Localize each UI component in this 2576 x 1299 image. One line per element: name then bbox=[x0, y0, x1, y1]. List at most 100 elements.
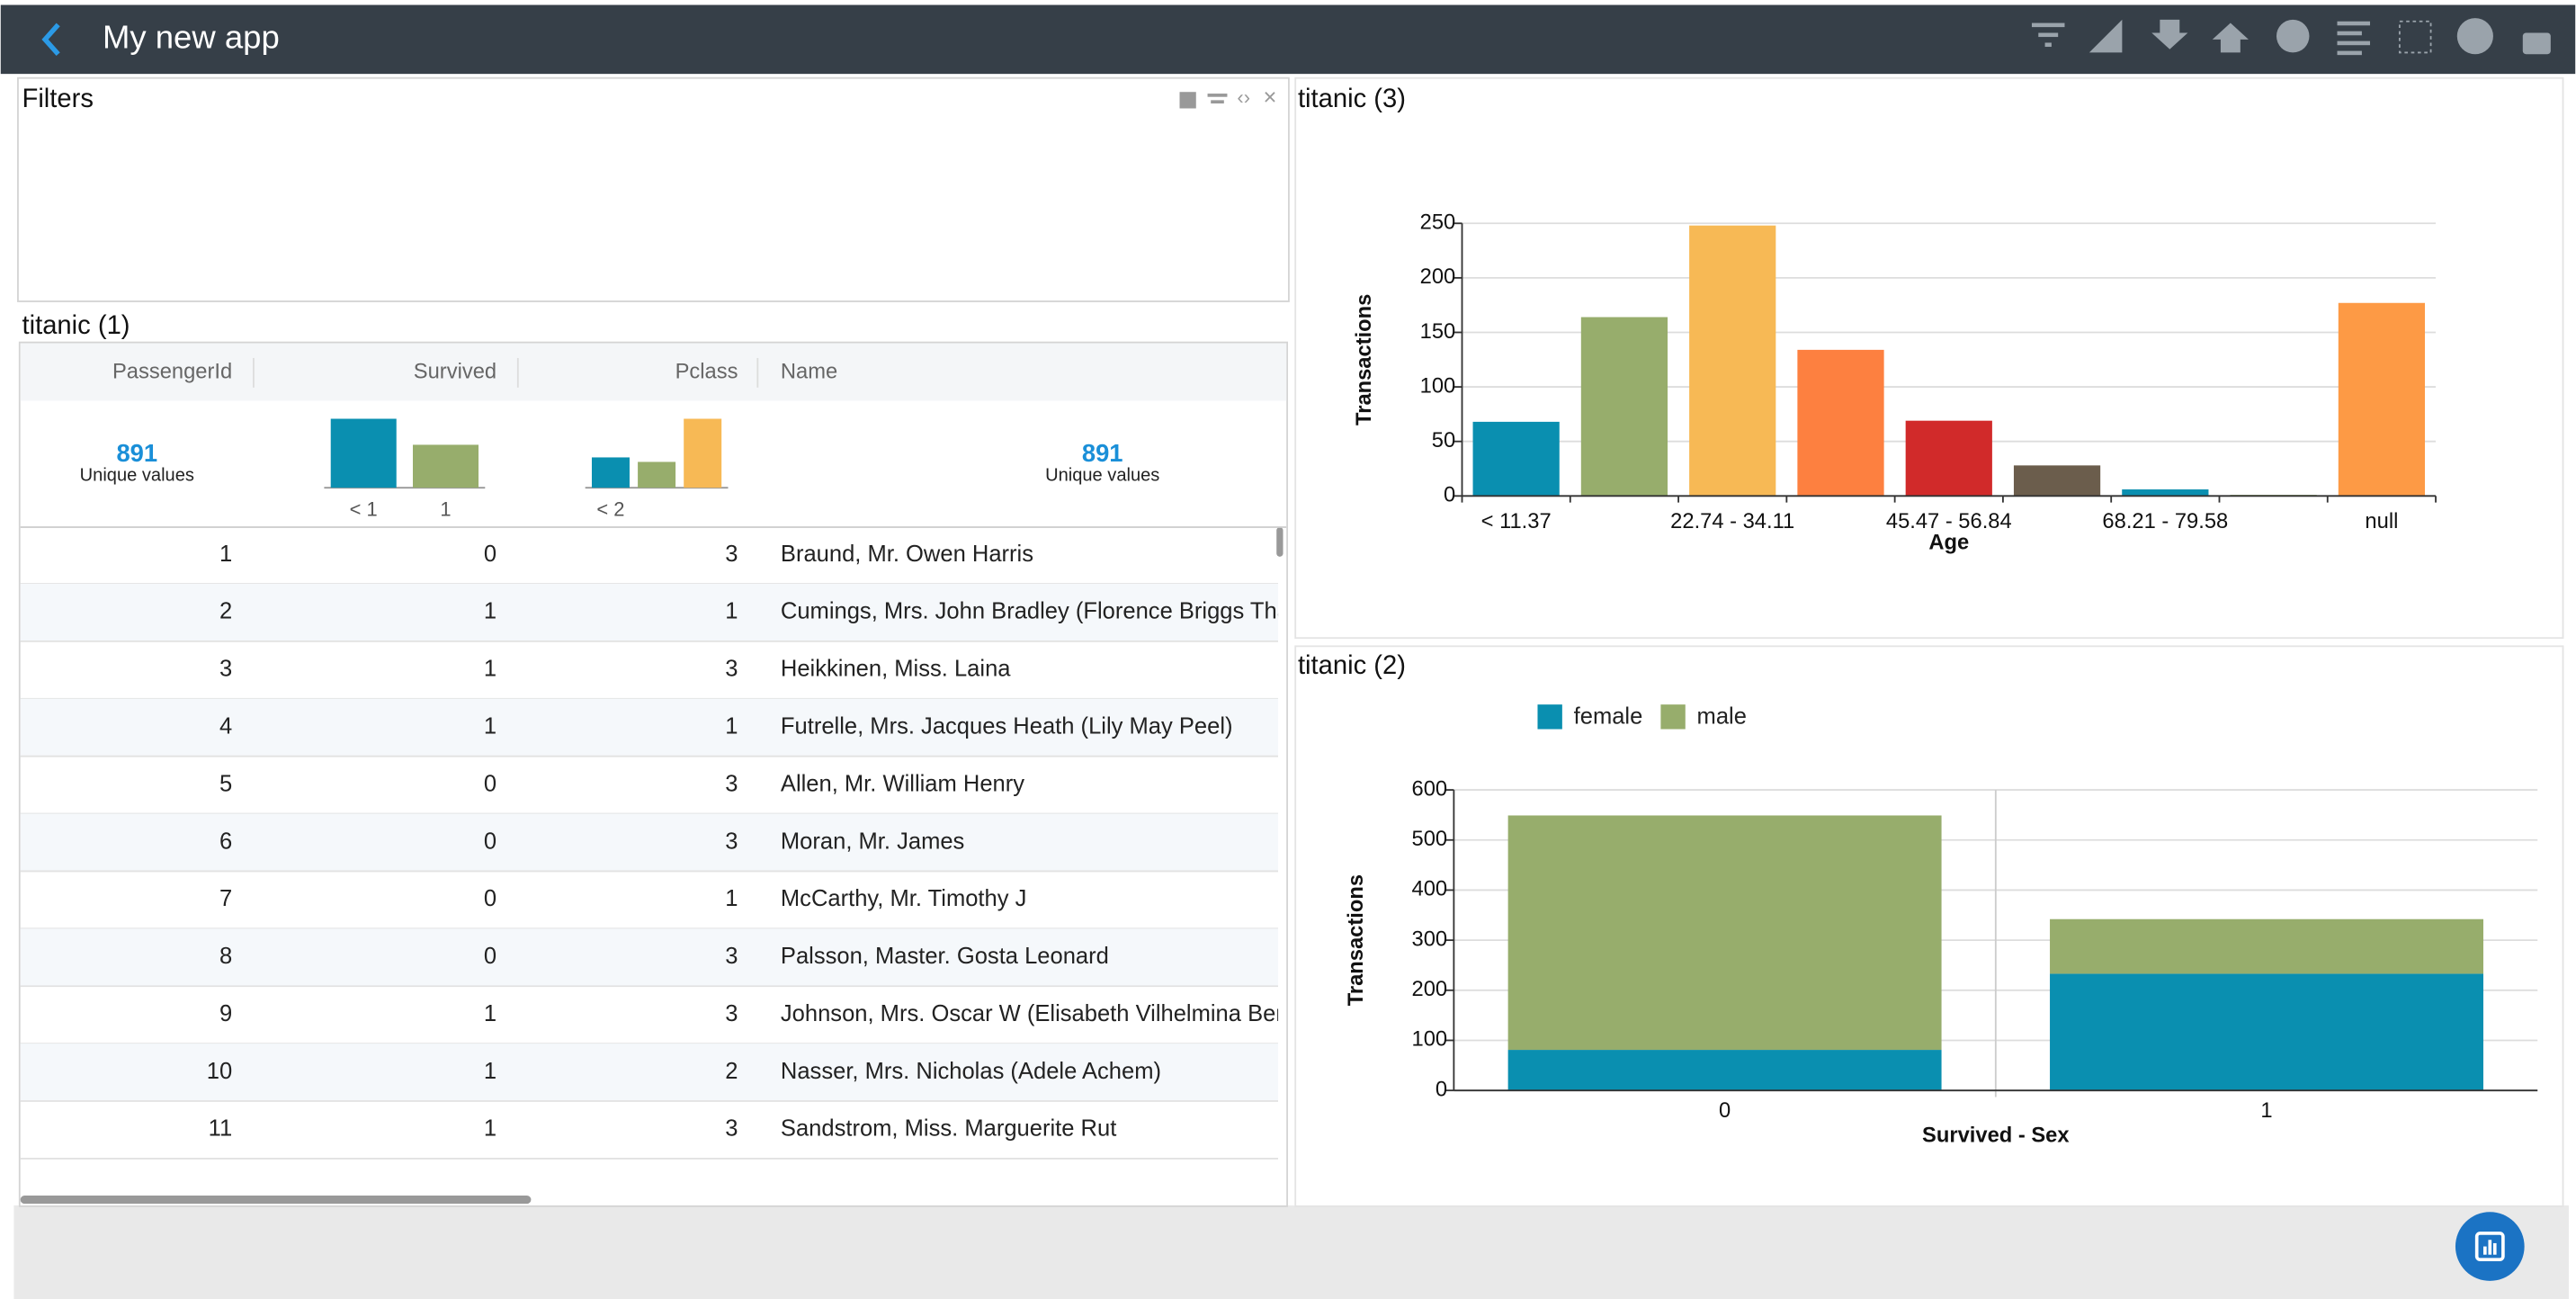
upload-icon[interactable] bbox=[2212, 22, 2249, 53]
y-tick-label: 100 bbox=[1411, 1028, 1447, 1052]
y-tick-label: 500 bbox=[1411, 828, 1447, 851]
move-icon[interactable] bbox=[1179, 92, 1196, 109]
bar-segment bbox=[2050, 918, 2483, 974]
y-tick-label: 300 bbox=[1411, 927, 1447, 951]
table-cell: Johnson, Mrs. Oscar W (Elisabeth Vilhelm… bbox=[781, 1001, 1304, 1026]
text-icon-part bbox=[2337, 50, 2362, 56]
table-cell: 1 bbox=[219, 542, 232, 567]
bar bbox=[2013, 465, 2101, 497]
legend-label: female bbox=[1574, 704, 1643, 730]
table-cell: 1 bbox=[484, 713, 496, 739]
table-cell: 5 bbox=[219, 771, 232, 796]
filter-icon[interactable] bbox=[2031, 22, 2065, 28]
filters-panel bbox=[17, 76, 1290, 302]
table-cell: Allen, Mr. William Henry bbox=[781, 771, 1024, 796]
v-scrollbar[interactable] bbox=[1276, 526, 1284, 557]
table-cell: McCarthy, Mr. Timothy J bbox=[781, 886, 1026, 911]
mini-bar bbox=[591, 457, 630, 488]
table-cell: 8 bbox=[219, 944, 232, 969]
mini-bar-label: < 2 bbox=[596, 498, 624, 521]
legend-swatch bbox=[1660, 704, 1686, 730]
table-cell: 4 bbox=[219, 713, 232, 739]
mini-bar-label: 1 bbox=[440, 498, 451, 521]
table-cell: Nasser, Mrs. Nicholas (Adele Achem) bbox=[781, 1059, 1161, 1084]
table-cell: 7 bbox=[219, 886, 232, 911]
summary-label: Unique values bbox=[80, 466, 194, 486]
filter-icon-part bbox=[2044, 42, 2052, 48]
table-cell: 6 bbox=[219, 829, 232, 854]
table-cell: 3 bbox=[725, 1116, 738, 1142]
table-cell: Heikkinen, Miss. Laina bbox=[781, 657, 1011, 682]
table-cell: 0 bbox=[484, 829, 496, 854]
x-tick-label: 22.74 - 34.11 bbox=[1670, 510, 1794, 533]
table-cell: 1 bbox=[484, 599, 496, 624]
y-tick-label: 250 bbox=[1420, 211, 1456, 235]
table-cell: 3 bbox=[725, 542, 738, 567]
table-cell: 3 bbox=[725, 944, 738, 969]
fab-icon-bar bbox=[2488, 1240, 2492, 1255]
x-tick-label: 0 bbox=[1719, 1099, 1731, 1123]
grid-icon[interactable] bbox=[2398, 20, 2432, 54]
table-cell: 3 bbox=[725, 829, 738, 854]
globe-icon[interactable] bbox=[2276, 19, 2310, 53]
column-header: Pclass bbox=[675, 361, 738, 384]
text-icon[interactable] bbox=[2337, 21, 2371, 26]
table-header bbox=[20, 343, 1287, 401]
row-stripe bbox=[20, 698, 1279, 757]
y-tick-label: 0 bbox=[1444, 484, 1455, 507]
row-stripe bbox=[20, 1044, 1279, 1102]
settings-icon[interactable] bbox=[2089, 19, 2123, 53]
table-cell: 1 bbox=[725, 599, 738, 624]
back-button[interactable] bbox=[41, 22, 60, 57]
y-axis-label: Transactions bbox=[1345, 874, 1368, 1006]
table-cell: 3 bbox=[219, 657, 232, 682]
table-cell: 1 bbox=[484, 657, 496, 682]
legend-label: male bbox=[1697, 704, 1747, 730]
table-cell: 0 bbox=[484, 886, 496, 911]
bar-segment bbox=[1507, 815, 1942, 1051]
table-cell: Cumings, Mrs. John Bradley (Florence Bri… bbox=[781, 599, 1329, 624]
bar-segment bbox=[2050, 973, 2483, 1091]
table-cell: 11 bbox=[209, 1116, 233, 1142]
bar-segment bbox=[1507, 1050, 1942, 1091]
bar bbox=[1797, 349, 1884, 497]
mini-bar bbox=[412, 444, 479, 488]
y-tick-label: 0 bbox=[1436, 1078, 1447, 1101]
x-tick-label: 45.47 - 56.84 bbox=[1886, 510, 2012, 533]
panel-controls: ‹› × bbox=[1179, 85, 1276, 110]
lock-icon[interactable] bbox=[2522, 32, 2551, 55]
table-cell: 0 bbox=[484, 771, 496, 796]
summary-count: 891 bbox=[1082, 439, 1123, 467]
filter-icon[interactable] bbox=[1207, 94, 1228, 97]
legend-swatch bbox=[1537, 704, 1562, 730]
panel-title: titanic (1) bbox=[22, 311, 130, 340]
table-cell: 1 bbox=[484, 1059, 496, 1084]
footer-area bbox=[13, 1205, 2569, 1299]
y-tick-label: 200 bbox=[1411, 978, 1447, 1001]
x-tick-label: 1 bbox=[2260, 1099, 2272, 1123]
table-cell: 9 bbox=[219, 1001, 232, 1026]
x-tick-label: null bbox=[2365, 510, 2398, 533]
fab-icon bbox=[2474, 1232, 2505, 1262]
h-scrollbar[interactable] bbox=[20, 1195, 532, 1205]
code-icon[interactable]: ‹› bbox=[1237, 85, 1250, 108]
table-cell: 0 bbox=[484, 542, 496, 567]
table-cell: 2 bbox=[219, 599, 232, 624]
y-tick-label: 600 bbox=[1411, 777, 1447, 801]
close-icon[interactable]: × bbox=[1263, 85, 1276, 110]
bar bbox=[1472, 421, 1560, 497]
table-cell: Sandstrom, Miss. Marguerite Rut bbox=[781, 1116, 1116, 1142]
mini-bar bbox=[330, 418, 397, 488]
help-icon[interactable] bbox=[2456, 18, 2493, 55]
x-axis-label: Survived - Sex bbox=[1922, 1124, 2070, 1148]
x-tick-label: 68.21 - 79.58 bbox=[2102, 510, 2228, 533]
table-cell: Moran, Mr. James bbox=[781, 829, 964, 854]
text-icon-part bbox=[2337, 31, 2362, 36]
summary-label: Unique values bbox=[1045, 466, 1159, 486]
table-cell: Futrelle, Mrs. Jacques Heath (Lily May P… bbox=[781, 713, 1233, 739]
download-icon[interactable] bbox=[2151, 19, 2188, 49]
x-axis-label: Age bbox=[1928, 532, 1969, 555]
